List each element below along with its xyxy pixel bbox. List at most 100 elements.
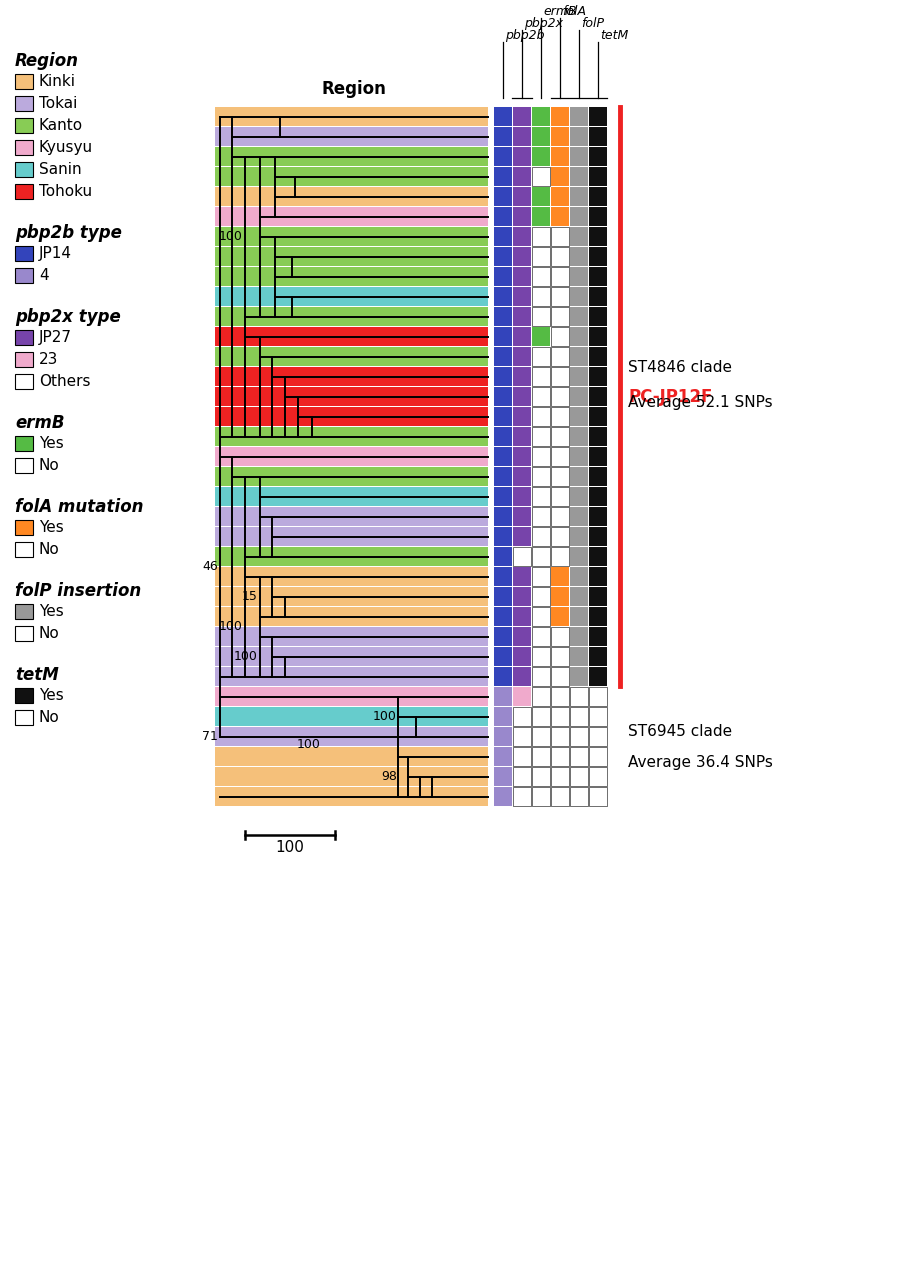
Bar (494, 767, 512, 786)
Bar (215, 607, 488, 626)
Bar (551, 407, 569, 426)
Bar (532, 767, 550, 786)
Bar (215, 247, 488, 266)
Bar (551, 647, 569, 666)
Bar (494, 748, 512, 767)
Bar (532, 288, 550, 307)
Bar (551, 367, 569, 386)
Bar (494, 288, 512, 307)
Bar (551, 507, 569, 526)
Bar (494, 106, 512, 125)
Bar (15, 542, 33, 557)
Bar (494, 447, 512, 466)
Bar (532, 386, 550, 405)
Bar (215, 106, 488, 125)
Bar (513, 727, 531, 746)
Bar (494, 227, 512, 246)
Bar (589, 386, 607, 405)
Bar (494, 207, 512, 226)
Bar (589, 727, 607, 746)
Text: ermB: ermB (543, 5, 577, 18)
Bar (551, 707, 569, 726)
Bar (494, 607, 512, 626)
Text: ST6945 clade: ST6945 clade (628, 725, 732, 740)
Bar (570, 687, 588, 706)
Bar (513, 367, 531, 386)
Bar (551, 307, 569, 326)
Bar (589, 106, 607, 125)
Text: tetM: tetM (15, 666, 58, 684)
Text: 23: 23 (39, 352, 58, 367)
Bar (494, 267, 512, 286)
Bar (551, 607, 569, 626)
Text: Region: Region (15, 52, 79, 70)
Text: Yes: Yes (39, 688, 64, 703)
Bar (215, 748, 488, 767)
Bar (15, 162, 33, 177)
Bar (589, 247, 607, 266)
Text: folP: folP (581, 16, 604, 30)
Bar (532, 487, 550, 506)
Bar (215, 427, 488, 446)
Bar (532, 147, 550, 166)
Bar (570, 367, 588, 386)
Bar (551, 247, 569, 266)
Bar (15, 96, 33, 111)
Bar (551, 427, 569, 446)
Bar (589, 568, 607, 587)
Bar (551, 267, 569, 286)
Bar (15, 73, 33, 89)
Text: 15: 15 (242, 590, 258, 603)
Bar (513, 347, 531, 366)
Bar (551, 106, 569, 125)
Bar (570, 147, 588, 166)
Bar (570, 386, 588, 405)
Text: Average 36.4 SNPs: Average 36.4 SNPs (628, 755, 773, 769)
Bar (494, 147, 512, 166)
Bar (589, 666, 607, 685)
Bar (494, 568, 512, 587)
Bar (532, 687, 550, 706)
Bar (589, 748, 607, 767)
Bar (15, 352, 33, 367)
Bar (215, 487, 488, 506)
Bar (551, 748, 569, 767)
Bar (551, 767, 569, 786)
Bar (570, 666, 588, 685)
Bar (215, 288, 488, 307)
Bar (589, 167, 607, 186)
Bar (513, 547, 531, 566)
Bar (570, 487, 588, 506)
Bar (570, 307, 588, 326)
Bar (215, 167, 488, 186)
Bar (532, 607, 550, 626)
Bar (215, 687, 488, 706)
Bar (551, 787, 569, 806)
Bar (494, 547, 512, 566)
Bar (551, 687, 569, 706)
Bar (589, 707, 607, 726)
Bar (215, 327, 488, 346)
Bar (551, 487, 569, 506)
Bar (570, 707, 588, 726)
Text: PC-JP12F: PC-JP12F (628, 388, 713, 405)
Text: 71: 71 (202, 731, 218, 744)
Bar (532, 707, 550, 726)
Bar (494, 647, 512, 666)
Bar (570, 267, 588, 286)
Bar (513, 647, 531, 666)
Bar (494, 507, 512, 526)
Bar (513, 527, 531, 546)
Bar (589, 627, 607, 646)
Bar (589, 127, 607, 146)
Bar (532, 167, 550, 186)
Bar (589, 487, 607, 506)
Bar (15, 626, 33, 641)
Bar (589, 427, 607, 446)
Bar (15, 436, 33, 451)
Text: 46: 46 (202, 560, 218, 574)
Bar (532, 666, 550, 685)
Bar (494, 188, 512, 207)
Bar (215, 527, 488, 546)
Bar (532, 787, 550, 806)
